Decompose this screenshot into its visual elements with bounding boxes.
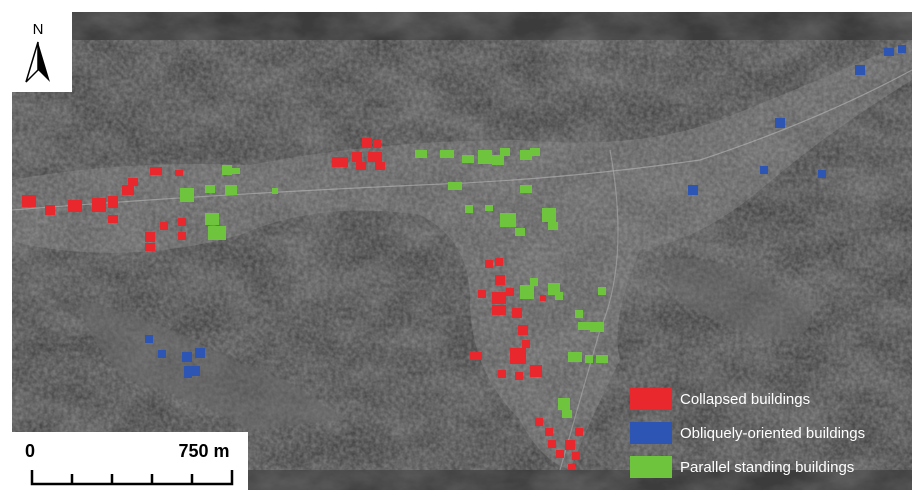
legend-swatch <box>630 388 672 410</box>
scale-bar: 0 750 m <box>0 432 248 490</box>
north-arrow: N <box>0 0 72 92</box>
north-label: N <box>33 21 44 38</box>
scale-start-label: 0 <box>25 441 35 461</box>
map: N 0 750 m Collapsed buildings Obliquely-o… <box>0 0 912 490</box>
scale-end-label: 750 m <box>178 441 229 461</box>
legend-label: Parallel standing buildings <box>680 459 854 476</box>
legend-label: Collapsed buildings <box>680 391 810 408</box>
legend-swatch <box>630 422 672 444</box>
legend-label: Obliquely-oriented buildings <box>680 425 865 442</box>
legend-swatch <box>630 456 672 478</box>
